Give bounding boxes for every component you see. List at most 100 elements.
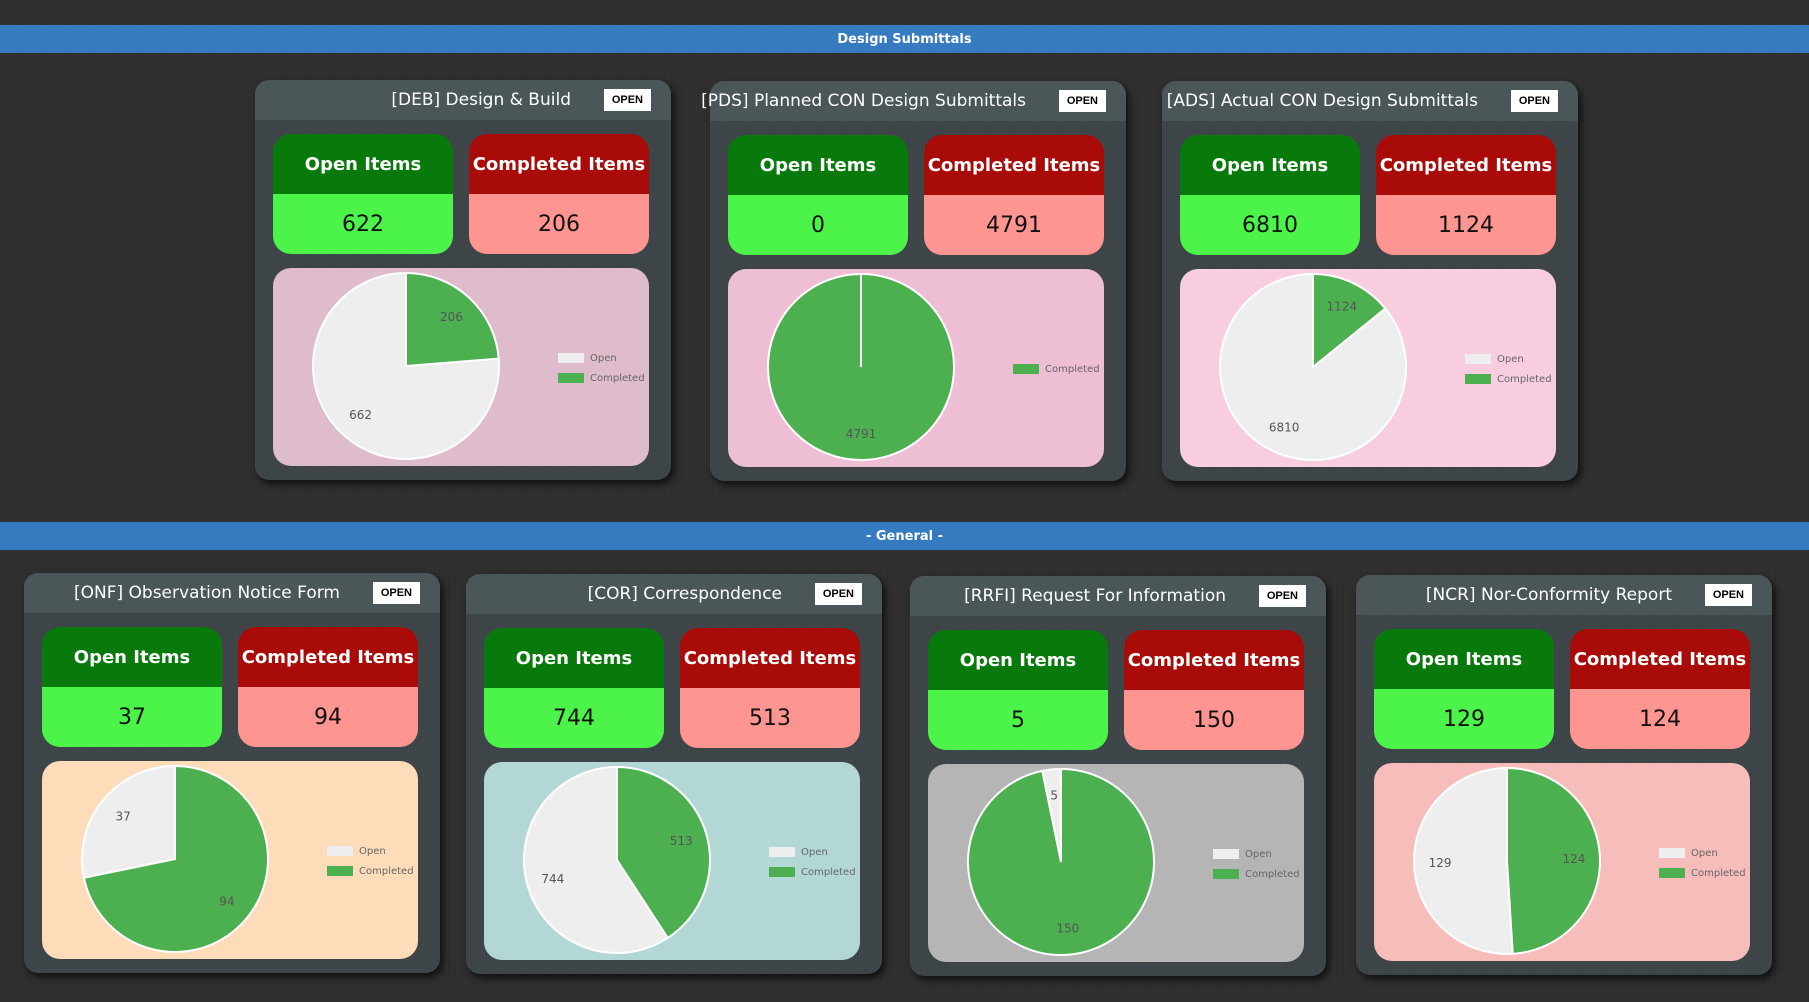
legend-label: Completed [1045, 363, 1100, 375]
open-items-tile[interactable]: Open Items 129 [1374, 629, 1554, 749]
completed-items-count: 206 [469, 194, 649, 254]
open-items-count: 37 [42, 687, 222, 747]
pie-chart-panel: 37 94 Open Completed [42, 761, 418, 959]
pie-chart-panel: 129 124 Open Completed [1374, 763, 1750, 961]
chart-legend: Open Completed [1213, 844, 1300, 884]
open-items-label: Open Items [42, 627, 222, 687]
pie-slice-completed[interactable] [82, 764, 269, 953]
completed-items-count: 150 [1124, 690, 1304, 750]
open-button[interactable]: OPEN [814, 583, 862, 605]
legend-item-completed[interactable]: Completed [769, 862, 856, 882]
open-button[interactable]: OPEN [1510, 90, 1558, 112]
legend-item-completed[interactable]: Completed [1013, 359, 1100, 379]
legend-label: Open [1245, 848, 1272, 860]
open-items-count: 129 [1374, 689, 1554, 749]
legend-item-open[interactable]: Open [1659, 843, 1746, 863]
open-items-label: Open Items [728, 135, 908, 195]
card-header: [NCR] Nor-Conformity Report OPEN [1356, 575, 1772, 615]
open-items-tile[interactable]: Open Items 6810 [1180, 135, 1360, 255]
legend-swatch [1465, 374, 1491, 384]
completed-items-tile[interactable]: Completed Items 4791 [924, 135, 1104, 255]
legend-label: Completed [590, 372, 645, 384]
completed-items-tile[interactable]: Completed Items 124 [1570, 629, 1750, 749]
pie-slice-completed[interactable] [967, 767, 1155, 956]
legend-swatch [558, 373, 584, 383]
completed-items-label: Completed Items [1376, 135, 1556, 195]
completed-items-label: Completed Items [680, 628, 860, 688]
pie-slice-open[interactable] [81, 764, 176, 880]
pie-chart: 37 94 [81, 764, 269, 953]
legend-item-open[interactable]: Open [769, 842, 856, 862]
legend-label: Open [801, 846, 828, 858]
completed-items-tile[interactable]: Completed Items 206 [469, 134, 649, 254]
legend-swatch [1659, 868, 1685, 878]
chart-legend: Open Completed [558, 348, 645, 388]
legend-swatch [327, 846, 353, 856]
completed-items-tile[interactable]: Completed Items 94 [238, 627, 418, 747]
legend-label: Completed [801, 866, 856, 878]
legend-item-open[interactable]: Open [1465, 349, 1552, 369]
legend-item-completed[interactable]: Completed [1213, 864, 1300, 884]
open-items-tile[interactable]: Open Items 622 [273, 134, 453, 254]
legend-item-completed[interactable]: Completed [1465, 369, 1552, 389]
pie-slice-completed[interactable] [1312, 272, 1387, 370]
card-title: [PDS] Planned CON Design Submittals [701, 91, 1026, 111]
legend-item-completed[interactable]: Completed [327, 861, 414, 881]
pie-slice-completed[interactable] [616, 765, 711, 940]
summary-card-1: [DEB] Design & Build OPEN Open Items 622… [255, 80, 671, 480]
legend-item-completed[interactable]: Completed [1659, 863, 1746, 883]
completed-items-tile[interactable]: Completed Items 513 [680, 628, 860, 748]
section-bar-general: - General - [0, 522, 1809, 550]
legend-label: Open [359, 845, 386, 857]
pie-slice-open[interactable] [1413, 766, 1514, 955]
legend-label: Open [590, 352, 617, 364]
chart-legend: Open Completed [1659, 843, 1746, 883]
legend-label: Open [1497, 353, 1524, 365]
completed-items-count: 124 [1570, 689, 1750, 749]
completed-items-tile[interactable]: Completed Items 150 [1124, 630, 1304, 750]
open-items-count: 0 [728, 195, 908, 255]
legend-item-open[interactable]: Open [327, 841, 414, 861]
legend-item-open[interactable]: Open [558, 348, 645, 368]
open-items-tile[interactable]: Open Items 744 [484, 628, 664, 748]
open-button[interactable]: OPEN [1704, 584, 1752, 606]
open-items-tile[interactable]: Open Items 0 [728, 135, 908, 255]
pie-slice-label: 150 [1056, 922, 1079, 936]
legend-swatch [769, 867, 795, 877]
open-items-label: Open Items [484, 628, 664, 688]
card-title: [COR] Correspondence [587, 584, 782, 604]
pie-slice-label: 94 [219, 894, 234, 908]
open-button[interactable]: OPEN [1258, 585, 1306, 607]
open-items-tile[interactable]: Open Items 5 [928, 630, 1108, 750]
pie-slice-open[interactable] [523, 765, 670, 954]
legend-item-completed[interactable]: Completed [558, 368, 645, 388]
pie-slice-open[interactable] [312, 271, 500, 460]
chart-legend: Open Completed [1465, 349, 1552, 389]
card-header: [ADS] Actual CON Design Submittals OPEN [1162, 81, 1578, 121]
open-items-tile[interactable]: Open Items 37 [42, 627, 222, 747]
pie-slice-completed[interactable] [405, 271, 500, 368]
open-button[interactable]: OPEN [1058, 90, 1106, 112]
open-button[interactable]: OPEN [372, 582, 420, 604]
completed-items-count: 513 [680, 688, 860, 748]
legend-swatch [1213, 869, 1239, 879]
pie-slice-label: 662 [349, 408, 372, 422]
summary-card-13: [RRFI] Request For Information OPEN Open… [910, 576, 1326, 976]
open-items-label: Open Items [928, 630, 1108, 690]
pie-chart: 6810 1124 [1219, 272, 1407, 461]
card-title: [NCR] Nor-Conformity Report [1425, 585, 1672, 605]
legend-label: Open [1691, 847, 1718, 859]
open-items-label: Open Items [273, 134, 453, 194]
pie-slice-completed[interactable] [1506, 766, 1601, 955]
pie-slice-label: 5 [1050, 788, 1058, 802]
completed-items-tile[interactable]: Completed Items 1124 [1376, 135, 1556, 255]
chart-legend: Open Completed [769, 842, 856, 882]
pie-chart: 744 513 [523, 765, 711, 954]
legend-item-open[interactable]: Open [1213, 844, 1300, 864]
summary-card-14: [NCR] Nor-Conformity Report OPEN Open It… [1356, 575, 1772, 975]
pie-chart-panel: 662 206 Open Completed [273, 268, 649, 466]
pie-slice-label: 6810 [1269, 420, 1300, 434]
card-header: [COR] Correspondence OPEN [466, 574, 882, 614]
completed-items-count: 4791 [924, 195, 1104, 255]
open-button[interactable]: OPEN [603, 89, 651, 111]
